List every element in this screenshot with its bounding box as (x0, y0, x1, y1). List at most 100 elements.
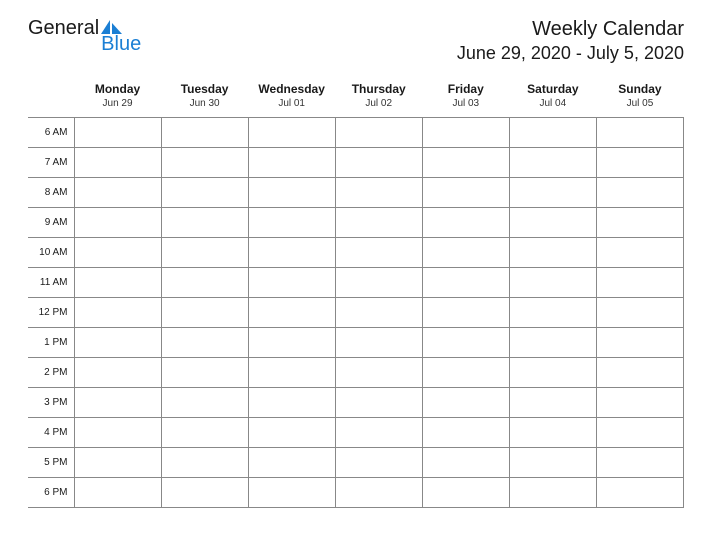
time-slot[interactable] (509, 118, 596, 148)
table-row: 12 PM (28, 298, 684, 328)
time-slot[interactable] (248, 238, 335, 268)
time-slot[interactable] (596, 208, 683, 238)
time-slot[interactable] (509, 388, 596, 418)
logo-text-general: General (28, 18, 99, 38)
time-slot[interactable] (335, 148, 422, 178)
time-slot[interactable] (596, 148, 683, 178)
time-slot[interactable] (248, 178, 335, 208)
time-slot[interactable] (335, 388, 422, 418)
time-slot[interactable] (74, 148, 161, 178)
time-slot[interactable] (509, 448, 596, 478)
time-slot[interactable] (422, 268, 509, 298)
time-slot[interactable] (335, 358, 422, 388)
time-slot[interactable] (74, 238, 161, 268)
time-slot[interactable] (596, 358, 683, 388)
time-slot[interactable] (509, 358, 596, 388)
time-slot[interactable] (248, 148, 335, 178)
time-slot[interactable] (335, 418, 422, 448)
time-slot[interactable] (74, 268, 161, 298)
time-slot[interactable] (248, 268, 335, 298)
time-slot[interactable] (335, 118, 422, 148)
time-slot[interactable] (161, 178, 248, 208)
time-slot[interactable] (161, 148, 248, 178)
time-slot[interactable] (422, 298, 509, 328)
time-slot[interactable] (74, 418, 161, 448)
time-slot[interactable] (248, 208, 335, 238)
time-slot[interactable] (74, 208, 161, 238)
time-slot[interactable] (74, 358, 161, 388)
time-slot[interactable] (422, 478, 509, 508)
time-slot[interactable] (596, 388, 683, 418)
time-slot[interactable] (248, 328, 335, 358)
time-slot[interactable] (74, 478, 161, 508)
logo-sail-icon (101, 20, 123, 34)
time-slot[interactable] (509, 328, 596, 358)
time-slot[interactable] (509, 478, 596, 508)
time-slot[interactable] (161, 238, 248, 268)
time-slot[interactable] (248, 388, 335, 418)
time-slot[interactable] (596, 238, 683, 268)
time-slot[interactable] (161, 118, 248, 148)
time-slot[interactable] (422, 238, 509, 268)
time-slot[interactable] (422, 358, 509, 388)
time-slot[interactable] (596, 178, 683, 208)
time-slot[interactable] (248, 478, 335, 508)
time-slot[interactable] (161, 208, 248, 238)
hour-label: 11 AM (28, 268, 74, 298)
time-slot[interactable] (596, 478, 683, 508)
table-row: 5 PM (28, 448, 684, 478)
time-slot[interactable] (335, 178, 422, 208)
day-date: Jun 29 (74, 98, 161, 118)
hour-label: 3 PM (28, 388, 74, 418)
time-slot[interactable] (74, 298, 161, 328)
time-slot[interactable] (509, 148, 596, 178)
time-slot[interactable] (335, 328, 422, 358)
time-slot[interactable] (161, 268, 248, 298)
time-slot[interactable] (335, 208, 422, 238)
time-slot[interactable] (509, 238, 596, 268)
time-slot[interactable] (161, 358, 248, 388)
time-slot[interactable] (509, 298, 596, 328)
time-slot[interactable] (248, 418, 335, 448)
time-slot[interactable] (335, 448, 422, 478)
time-slot[interactable] (161, 418, 248, 448)
time-slot[interactable] (74, 178, 161, 208)
time-slot[interactable] (161, 328, 248, 358)
time-slot[interactable] (74, 118, 161, 148)
time-slot[interactable] (335, 238, 422, 268)
time-slot[interactable] (74, 388, 161, 418)
time-slot[interactable] (509, 268, 596, 298)
time-slot[interactable] (422, 178, 509, 208)
time-slot[interactable] (248, 118, 335, 148)
time-slot[interactable] (161, 478, 248, 508)
time-slot[interactable] (509, 208, 596, 238)
time-slot[interactable] (596, 298, 683, 328)
time-slot[interactable] (596, 268, 683, 298)
time-slot[interactable] (161, 298, 248, 328)
time-slot[interactable] (596, 118, 683, 148)
time-slot[interactable] (248, 448, 335, 478)
time-slot[interactable] (335, 268, 422, 298)
time-slot[interactable] (422, 208, 509, 238)
time-slot[interactable] (248, 298, 335, 328)
time-slot[interactable] (422, 118, 509, 148)
time-slot[interactable] (422, 148, 509, 178)
time-slot[interactable] (422, 418, 509, 448)
time-slot[interactable] (509, 418, 596, 448)
time-slot[interactable] (509, 178, 596, 208)
time-slot[interactable] (422, 448, 509, 478)
time-slot[interactable] (161, 388, 248, 418)
time-slot[interactable] (248, 358, 335, 388)
hour-label: 1 PM (28, 328, 74, 358)
time-slot[interactable] (335, 478, 422, 508)
time-slot[interactable] (596, 418, 683, 448)
time-slot[interactable] (74, 328, 161, 358)
time-slot[interactable] (161, 448, 248, 478)
time-slot[interactable] (596, 328, 683, 358)
time-slot[interactable] (74, 448, 161, 478)
day-header: Wednesday (248, 78, 335, 98)
time-slot[interactable] (596, 448, 683, 478)
time-slot[interactable] (422, 388, 509, 418)
time-slot[interactable] (422, 328, 509, 358)
time-slot[interactable] (335, 298, 422, 328)
